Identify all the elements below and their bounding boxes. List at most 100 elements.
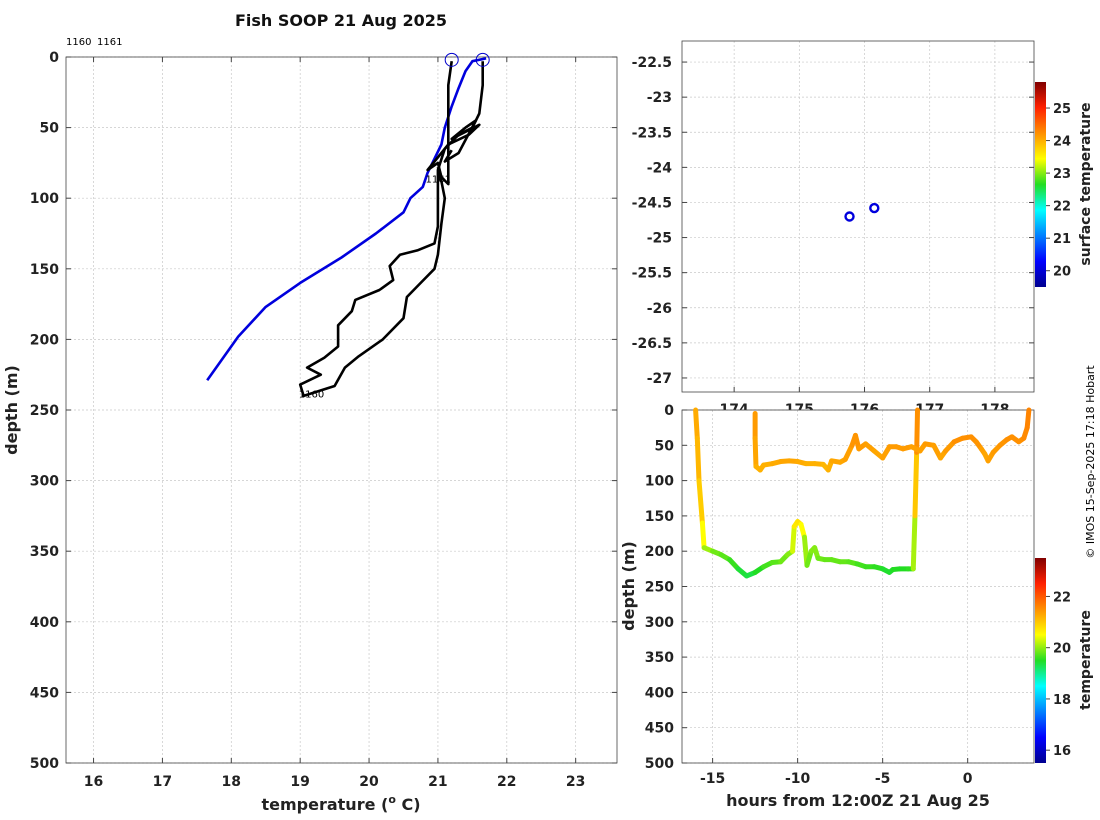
temperature-colorbar-tick-label: 18 xyxy=(1053,693,1071,708)
profile-x-tick-label: 19 xyxy=(290,774,309,790)
depth-time-segment-track1160 xyxy=(912,449,920,519)
profile-x-tick-label: 21 xyxy=(428,774,447,790)
temperature-colorbar-ticks: 16 18 20 22 xyxy=(1046,590,1071,759)
profile-x-tick-label: 16 xyxy=(84,774,103,790)
depth-time-x-tick-label: -15 xyxy=(700,771,725,787)
depth-time-y-tick-label: 400 xyxy=(645,685,674,701)
temperature-colorbar-tick-label: 20 xyxy=(1053,642,1071,657)
profile-y-tick-label: 300 xyxy=(30,474,59,490)
profile-series: 1160 1161 xyxy=(206,52,490,400)
map-colorbar-tick-label: 21 xyxy=(1053,232,1071,247)
depth-time-segment-track1160 xyxy=(910,513,918,572)
depth-time-y-ticks: 0 50 100 150 200 250 300 350 400 450 500 xyxy=(645,403,687,772)
temperature-colorbar xyxy=(1035,558,1046,763)
profile-y-tick-label: 150 xyxy=(30,262,59,278)
map-y-tick-label: -23 xyxy=(647,90,672,106)
map-grid xyxy=(682,41,1034,392)
profile-top-label-1160: 1160 xyxy=(66,37,91,48)
profile-xlabel-main: temperature ( xyxy=(261,795,388,814)
temperature-colorbar-tick-label: 22 xyxy=(1053,590,1071,605)
profile-x-tick-label: 23 xyxy=(566,774,585,790)
depth-time-y-tick-label: 50 xyxy=(655,438,675,454)
map-point xyxy=(844,211,855,222)
depth-time-y-axis-label: depth (m) xyxy=(619,541,638,631)
depth-time-segment-track1160 xyxy=(693,407,700,441)
profile-xlabel-sup: o xyxy=(388,793,396,806)
map-y-tick-label: -23.5 xyxy=(632,125,672,141)
map-colorbar-label: surface temperature xyxy=(1078,102,1094,265)
map-colorbar-tick-label: 23 xyxy=(1053,167,1071,182)
depth-time-y-tick-label: 450 xyxy=(645,721,674,737)
profile-grid xyxy=(66,56,617,764)
temperature-colorbar-tick-label: 16 xyxy=(1053,744,1071,759)
profile-line-p1160 xyxy=(298,61,485,398)
profile-y-tick-label: 250 xyxy=(30,403,59,419)
map-y-tick-label: -25.5 xyxy=(632,266,672,282)
map-panel: 174175176177178 -22.5-23-23.5-24-24.5-25… xyxy=(632,40,1094,418)
profile-x-axis-label: temperature (o C) xyxy=(261,793,420,814)
profile-x-tick-label: 22 xyxy=(497,774,516,790)
profile-y-tick-label: 350 xyxy=(30,544,59,560)
credit-text: © IMOS 15-Sep-2025 17:18 Hobart xyxy=(1084,365,1097,559)
profile-start-marker xyxy=(444,52,459,67)
profile-y-tick-label: 450 xyxy=(30,685,59,701)
profile-y-tick-label: 400 xyxy=(30,615,59,631)
depth-time-x-tick-label: -5 xyxy=(875,771,891,787)
profile-line-p1161 xyxy=(426,61,481,186)
profile-x-tick-label: 18 xyxy=(222,774,241,790)
profile-y-tick-label: 200 xyxy=(30,332,59,348)
map-frame xyxy=(681,40,1035,393)
depth-time-segment-track1160 xyxy=(696,478,705,526)
depth-time-panel: -15 -10 -5 0 0 50 100 150 200 250 300 350 400 450 500… xyxy=(619,403,1094,810)
profile-y-tick-label: 0 xyxy=(49,50,59,66)
map-points xyxy=(844,202,880,222)
depth-time-y-tick-label: 0 xyxy=(664,403,674,419)
depth-time-series xyxy=(693,407,1032,579)
map-colorbar-tick-label: 25 xyxy=(1053,102,1071,117)
figure-title: Fish SOOP 21 Aug 2025 xyxy=(235,11,447,30)
profile-end-label: 1160 xyxy=(299,389,324,400)
map-colorbar-ticks: 20 21 22 23 24 25 xyxy=(1046,102,1071,280)
depth-time-segment-track1160 xyxy=(699,520,707,551)
profile-end-label: 1161 xyxy=(426,175,451,186)
depth-time-x-axis-label: hours from 12:00Z 21 Aug 25 xyxy=(726,791,990,810)
profile-y-tick-label: 500 xyxy=(30,756,59,772)
map-y-tick-label: -27 xyxy=(647,371,672,387)
map-y-tick-label: -24 xyxy=(647,160,673,176)
depth-time-segment-track1161 xyxy=(752,435,759,469)
map-y-tick-label: -26.5 xyxy=(632,336,672,352)
map-y-tick-label: -26 xyxy=(647,301,672,317)
depth-time-x-tick-label: 0 xyxy=(963,771,973,787)
depth-time-y-tick-label: 500 xyxy=(645,756,674,772)
map-y-tick-label: -25 xyxy=(647,231,672,247)
profile-top-label-1161: 1161 xyxy=(97,37,122,48)
depth-time-y-tick-label: 100 xyxy=(645,474,674,490)
temperature-colorbar-label: temperature xyxy=(1078,610,1094,710)
profile-x-tick-label: 17 xyxy=(153,774,172,790)
profile-x-tick-label: 20 xyxy=(359,774,379,790)
depth-time-y-tick-label: 150 xyxy=(645,509,674,525)
depth-time-segment-track1160 xyxy=(694,435,702,484)
profile-line-ref xyxy=(206,57,487,382)
depth-time-segment-track1160 xyxy=(914,407,921,455)
map-y-tick-label: -24.5 xyxy=(632,195,672,211)
profile-y-ticks: 0 50 100 150 200 250 300 350 400 450 500 xyxy=(30,50,617,772)
map-colorbar xyxy=(1035,82,1046,287)
profile-y-axis-label: depth (m) xyxy=(2,365,21,455)
map-y-tick-label: -22.5 xyxy=(632,55,672,71)
map-point xyxy=(869,202,880,214)
profile-y-tick-label: 50 xyxy=(40,121,60,137)
depth-time-segment-track1161 xyxy=(1024,407,1032,431)
depth-time-segment-track1161 xyxy=(842,442,855,462)
depth-time-y-tick-label: 250 xyxy=(645,580,674,596)
map-colorbar-tick-label: 22 xyxy=(1053,200,1071,215)
profile-panel: 16 17 18 19 20 21 22 23 0 50 100 150 200 250 300 350 40… xyxy=(2,37,618,814)
profile-xlabel-tail: C) xyxy=(396,795,421,814)
map-colorbar-tick-label: 24 xyxy=(1053,135,1071,150)
map-y-ticks: -22.5 -23 -23.5 -24 -24.5 -25 -25.5 -26 -26.5 -27 xyxy=(632,55,1034,387)
depth-time-y-tick-label: 200 xyxy=(645,544,674,560)
depth-time-x-tick-label: -10 xyxy=(785,771,811,787)
profile-x-ticks: 16 17 18 19 20 21 22 23 xyxy=(84,57,585,790)
profile-start-marker xyxy=(475,52,490,67)
